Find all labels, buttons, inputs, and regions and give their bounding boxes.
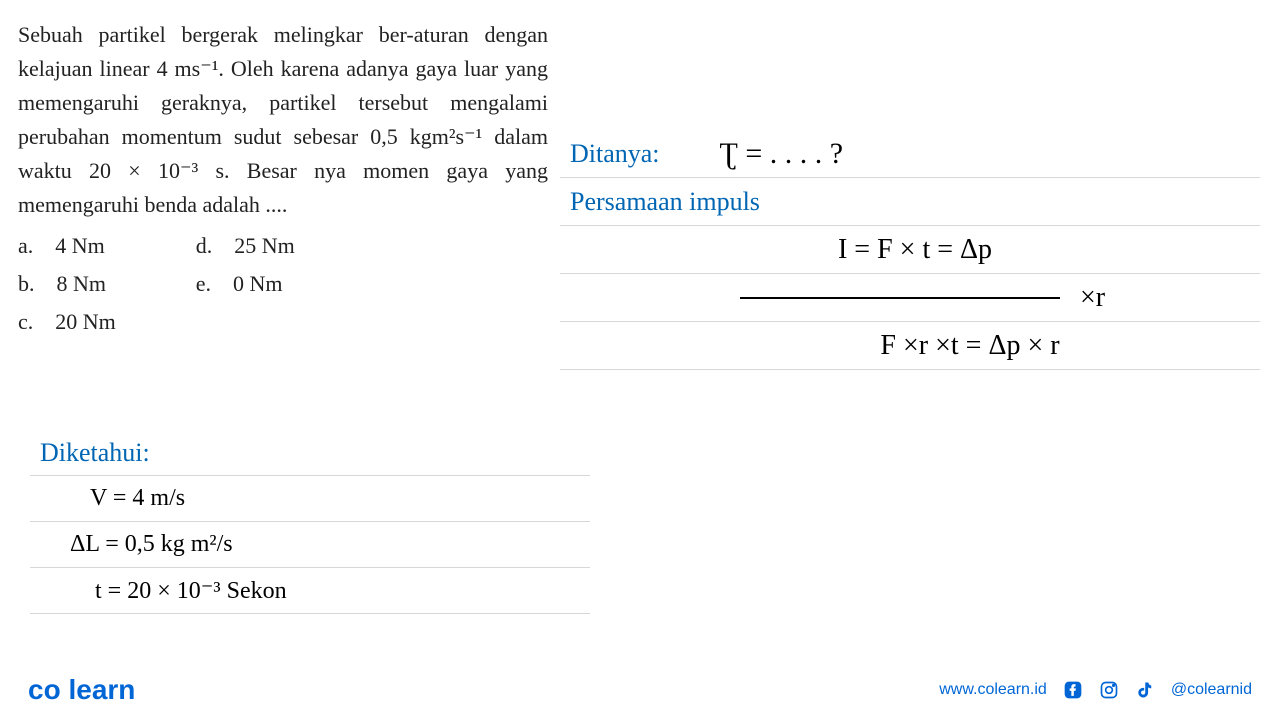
tiktok-icon bbox=[1135, 680, 1155, 700]
impulse-mult: ×r bbox=[1080, 282, 1105, 314]
known-dl-row: ΔL = 0,5 kg m²/s bbox=[30, 522, 590, 568]
known-t-row: t = 20 × 10⁻³ Sekon bbox=[30, 568, 590, 614]
asked-expr: Ʈ = . . . . ? bbox=[720, 137, 844, 171]
known-v-row: V = 4 m/s bbox=[30, 476, 590, 522]
instagram-icon bbox=[1099, 680, 1119, 700]
impulse-eq1-row: I = F × t = Δp bbox=[560, 226, 1260, 274]
facebook-icon bbox=[1063, 680, 1083, 700]
known-label: Diketahui: bbox=[40, 438, 150, 468]
brand-logo: co learn bbox=[28, 674, 135, 706]
brand-p2: learn bbox=[68, 674, 135, 705]
work-panel: Ditanya: Ʈ = . . . . ? Persamaan impuls … bbox=[560, 130, 1260, 370]
known-panel: Diketahui: V = 4 m/s ΔL = 0,5 kg m²/s t … bbox=[30, 430, 590, 614]
footer-url: www.colearn.id bbox=[939, 681, 1047, 699]
impulse-title-row: Persamaan impuls bbox=[560, 178, 1260, 226]
opt-e-val: 0 Nm bbox=[233, 271, 283, 296]
known-v: V = 4 m/s bbox=[90, 485, 185, 512]
opt-c-val: 20 Nm bbox=[55, 309, 116, 334]
impulse-mult-row: ×r bbox=[560, 274, 1260, 322]
impulse-eq1: I = F × t = Δp bbox=[838, 234, 992, 266]
footer-right: www.colearn.id @colearnid bbox=[939, 680, 1252, 700]
opt-b-val: 8 Nm bbox=[57, 271, 107, 296]
opt-d: d. 25 Nm bbox=[196, 229, 295, 263]
footer-handle: @colearnid bbox=[1171, 681, 1252, 699]
options-col-2: d. 25 Nm e. 0 Nm bbox=[196, 229, 295, 343]
impulse-eq2-row: F ×r ×t = Δp × r bbox=[560, 322, 1260, 370]
opt-b: b. 8 Nm bbox=[18, 267, 116, 301]
impulse-eq2: F ×r ×t = Δp × r bbox=[880, 330, 1059, 362]
hand-underline bbox=[740, 297, 1060, 299]
opt-d-val: 25 Nm bbox=[234, 233, 295, 258]
asked-row: Ditanya: Ʈ = . . . . ? bbox=[560, 130, 1260, 178]
opt-e: e. 0 Nm bbox=[196, 267, 295, 301]
known-t: t = 20 × 10⁻³ Sekon bbox=[95, 576, 287, 605]
known-dl: ΔL = 0,5 kg m²/s bbox=[70, 531, 233, 558]
impulse-title: Persamaan impuls bbox=[570, 187, 760, 217]
question-text: Sebuah partikel bergerak melingkar ber-a… bbox=[18, 18, 548, 223]
opt-a-val: 4 Nm bbox=[55, 233, 105, 258]
brand-p1: co bbox=[28, 674, 61, 705]
opt-a: a. 4 Nm bbox=[18, 229, 116, 263]
asked-label: Ditanya: bbox=[570, 139, 660, 169]
known-label-row: Diketahui: bbox=[30, 430, 590, 476]
opt-c: c. 20 Nm bbox=[18, 305, 116, 339]
question-block: Sebuah partikel bergerak melingkar ber-a… bbox=[18, 18, 548, 343]
options-col-1: a. 4 Nm b. 8 Nm c. 20 Nm bbox=[18, 229, 116, 343]
options: a. 4 Nm b. 8 Nm c. 20 Nm d. 25 Nm e. 0 N… bbox=[18, 229, 548, 343]
footer: co learn www.colearn.id @colearnid bbox=[0, 660, 1280, 720]
